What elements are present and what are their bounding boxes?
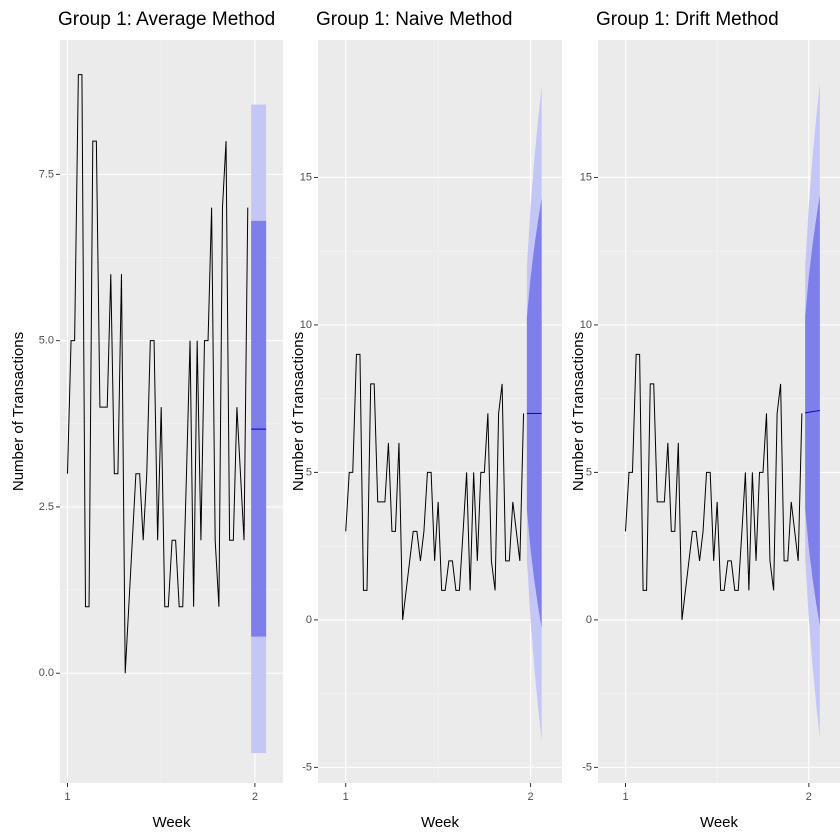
y-tick-label: 5 <box>586 466 592 478</box>
y-tick-label: 15 <box>580 171 592 183</box>
panel: -5 0 5 10 15 1 2 Group 1: Naive Method Week Numbe… <box>290 9 562 831</box>
y-tick-label: 5 <box>306 466 312 478</box>
y-tick-label: 0 <box>586 614 592 626</box>
x-tick-label: 1 <box>622 791 628 803</box>
x-tick-label: 1 <box>64 791 70 803</box>
x-tick-label: 2 <box>806 791 812 803</box>
y-tick-label: 0.0 <box>39 667 54 679</box>
x-tick-label: 1 <box>343 791 349 803</box>
plot-background <box>318 40 562 783</box>
grid <box>598 40 840 783</box>
x-tick-label: 2 <box>528 791 534 803</box>
y-tick-label: 7.5 <box>39 168 54 180</box>
chart-title: Group 1: Average Method <box>58 9 275 30</box>
series-line <box>345 353 525 620</box>
chart-title: Group 1: Naive Method <box>316 9 512 30</box>
y-tick-label: 2.5 <box>39 501 54 513</box>
panel: 0.0 2.5 5.0 7.5 1 2 Group 1: Average Method Wee… <box>10 9 283 831</box>
x-axis-title: Week <box>700 814 739 831</box>
y-axis-title: Number of Transactions <box>10 332 27 491</box>
plot-area <box>66 74 267 754</box>
series-line <box>66 74 249 674</box>
y-tick-label: 5.0 <box>39 335 54 347</box>
y-tick-label: 10 <box>580 319 592 331</box>
y-axis-title: Number of Transactions <box>570 332 587 491</box>
panel: -5 0 5 10 15 1 2 Group 1: Drift Method Week Numbe… <box>570 9 840 831</box>
x-axis-title: Week <box>421 814 460 831</box>
plot-area <box>345 86 542 741</box>
plot-background <box>60 40 283 783</box>
plot-area <box>625 83 820 738</box>
y-tick-label: 15 <box>300 171 312 183</box>
interval-80 <box>805 195 820 626</box>
y-tick-label: 0 <box>306 614 312 626</box>
chart-title: Group 1: Drift Method <box>596 9 779 30</box>
x-tick-label: 2 <box>252 791 258 803</box>
series-line <box>625 353 803 620</box>
forecast-mean <box>805 409 820 414</box>
y-tick-label: -5 <box>302 761 312 773</box>
x-axis-title: Week <box>152 814 191 831</box>
y-axis-title: Number of Transactions <box>290 332 307 491</box>
plot-background <box>598 40 840 783</box>
y-tick-label: 10 <box>300 319 312 331</box>
y-tick-label: -5 <box>582 761 592 773</box>
grid <box>318 40 562 783</box>
